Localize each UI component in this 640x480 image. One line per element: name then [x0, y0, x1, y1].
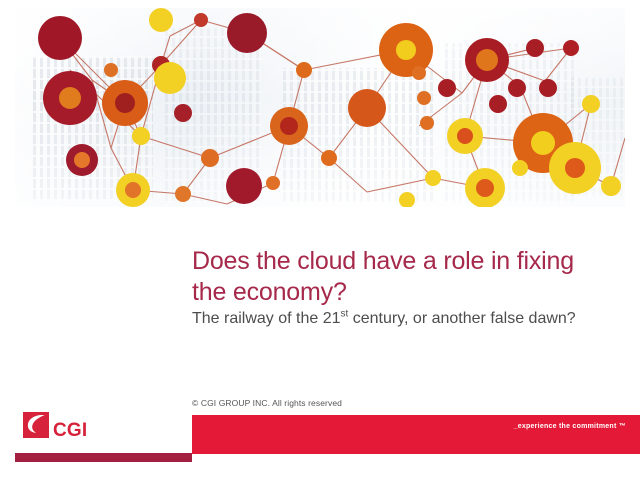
- cgi-logo-mark-icon: [23, 412, 49, 438]
- node-core-yellow: [396, 40, 416, 60]
- node-orange: [412, 66, 426, 80]
- cgi-logo: CGI: [23, 412, 183, 448]
- banner-image: [15, 8, 625, 207]
- slide-subtitle: The railway of the 21st century, or anot…: [192, 308, 582, 329]
- node-dark-red: [174, 104, 192, 122]
- footer-tagline: _experience the commitment ™: [513, 423, 626, 430]
- node-orange: [417, 91, 431, 105]
- node-core-orange: [74, 152, 90, 168]
- node-dark-red: [489, 95, 507, 113]
- node-dark-red: [508, 79, 526, 97]
- node-yellow: [399, 192, 415, 207]
- node-yellow: [425, 170, 441, 186]
- node-yellow: [132, 127, 150, 145]
- node-orange: [175, 186, 191, 202]
- node-yellow: [149, 8, 173, 32]
- node-core-orange: [476, 49, 498, 71]
- node-core-orange: [457, 128, 473, 144]
- node-core-orange: [476, 179, 494, 197]
- node-core-orange: [125, 182, 141, 198]
- cgi-logo-wordmark: CGI: [53, 420, 88, 441]
- node-orange: [201, 149, 219, 167]
- subtitle-text-after: century, or another false dawn?: [348, 310, 576, 327]
- copyright-notice: © CGI GROUP INC. All rights reserved: [192, 398, 342, 408]
- node-orange: [296, 62, 312, 78]
- subtitle-text-before: The railway of the 21: [192, 310, 341, 327]
- node-core-yellow: [531, 131, 555, 155]
- node-yellow: [601, 176, 621, 196]
- node-orange: [104, 63, 118, 77]
- node-yellow: [582, 95, 600, 113]
- node-core-orange: [59, 87, 81, 109]
- network-nodes: [38, 8, 621, 207]
- node-dark-red: [227, 13, 267, 53]
- node-dark-red: [526, 39, 544, 57]
- node-core-red: [280, 117, 298, 135]
- node-yellow: [512, 160, 528, 176]
- node-dark-red: [194, 13, 208, 27]
- node-orange: [420, 116, 434, 130]
- footer-red-bar: _experience the commitment ™: [192, 415, 640, 454]
- node-dark-red: [226, 168, 262, 204]
- node-yellow: [154, 62, 186, 94]
- node-orange: [321, 150, 337, 166]
- node-core-orange: [565, 158, 585, 178]
- node-dark-red: [38, 16, 82, 60]
- subtitle-ordinal-suffix: st: [340, 308, 349, 320]
- network-graph-svg: [38, 8, 625, 207]
- node-orange: [348, 89, 386, 127]
- node-orange: [266, 176, 280, 190]
- node-dark-red: [539, 79, 557, 97]
- node-dark-red: [438, 79, 456, 97]
- node-core-red: [115, 93, 135, 113]
- footer-maroon-bar: [15, 453, 192, 462]
- node-dark-red: [563, 40, 579, 56]
- slide-title: Does the cloud have a role in fixing the…: [192, 247, 574, 306]
